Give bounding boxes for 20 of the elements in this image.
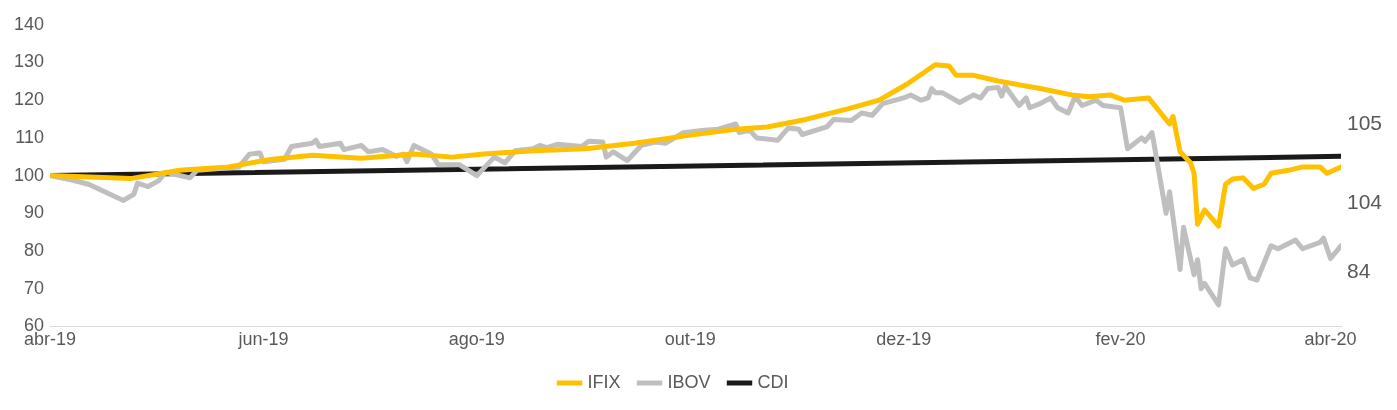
y-tick-label: 80 (24, 239, 45, 260)
y-tick-label: 70 (24, 277, 45, 298)
y-tick-label: 90 (24, 202, 45, 223)
y-tick-label: 120 (13, 89, 45, 110)
x-tick-label: jun-19 (237, 329, 289, 350)
legend-label: IFIX (587, 371, 621, 392)
y-tick-label: 130 (13, 51, 45, 72)
y-tick-label: 100 (13, 164, 45, 185)
y-tick-label: 110 (15, 126, 45, 147)
text: 105 (1347, 111, 1383, 135)
legend-label: CDI (757, 371, 789, 392)
x-tick-label: ago-19 (448, 329, 505, 350)
x-tick-label: out-19 (664, 329, 716, 350)
y-tick-label: 140 (13, 13, 45, 34)
x-tick-label: dez-19 (876, 329, 932, 350)
text: 84 (1347, 258, 1371, 282)
text: 104 (1347, 189, 1383, 213)
x-tick-label: fev-20 (1095, 329, 1146, 350)
legend-label: IBOV (667, 371, 711, 392)
x-tick-label: abr-20 (1304, 329, 1357, 350)
